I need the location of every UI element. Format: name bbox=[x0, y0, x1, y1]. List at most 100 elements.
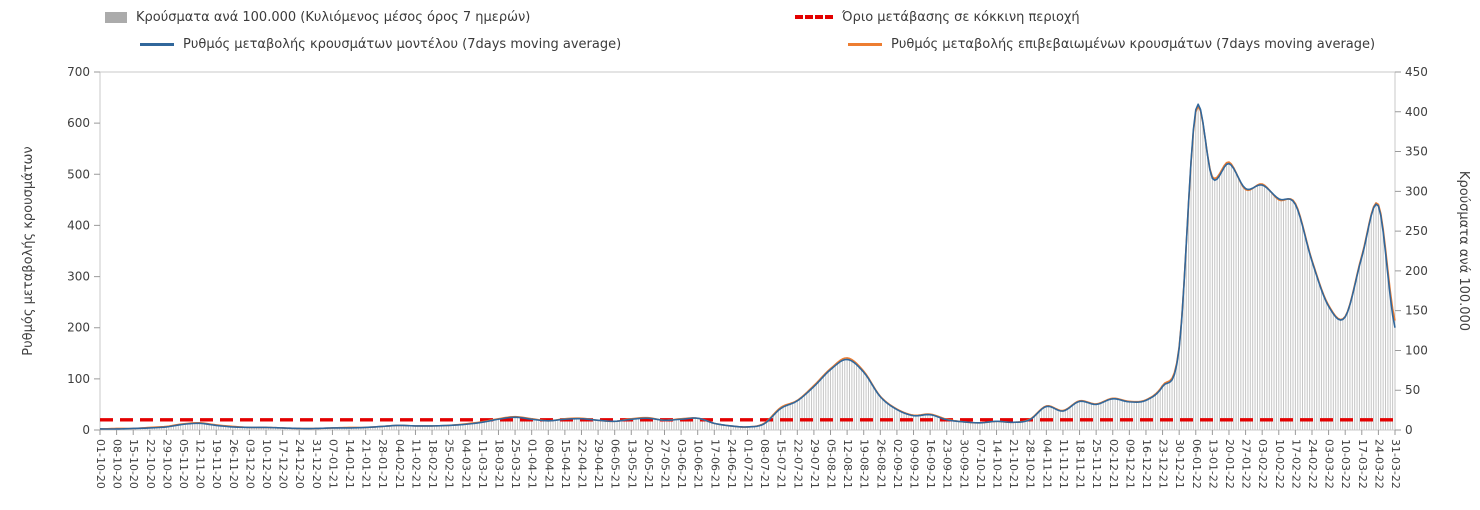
svg-text:500: 500 bbox=[67, 167, 90, 181]
legend-item-model-rate: Ρυθμός μεταβολής κρουσμάτων μοντέλου (7d… bbox=[140, 36, 621, 52]
y-axis-title-left: Ρυθμός μεταβολής κρουσμάτων bbox=[21, 146, 36, 355]
svg-text:25-02-21: 25-02-21 bbox=[443, 439, 456, 489]
svg-text:11-02-21: 11-02-21 bbox=[409, 439, 422, 489]
svg-text:10-12-20: 10-12-20 bbox=[260, 439, 273, 489]
svg-text:21-10-21: 21-10-21 bbox=[1007, 439, 1020, 489]
svg-text:04-11-21: 04-11-21 bbox=[1040, 439, 1053, 489]
svg-text:03-06-21: 03-06-21 bbox=[675, 439, 688, 489]
svg-text:22-10-20: 22-10-20 bbox=[144, 439, 157, 489]
svg-text:06-05-21: 06-05-21 bbox=[609, 439, 622, 489]
svg-text:200: 200 bbox=[67, 321, 90, 335]
svg-text:250: 250 bbox=[1405, 224, 1428, 238]
svg-text:03-02-22: 03-02-22 bbox=[1256, 439, 1269, 489]
svg-text:27-01-22: 27-01-22 bbox=[1240, 439, 1253, 489]
svg-text:14-10-21: 14-10-21 bbox=[991, 439, 1004, 489]
svg-text:100: 100 bbox=[1405, 343, 1428, 357]
threshold-line-swatch bbox=[795, 15, 833, 19]
svg-text:26-11-20: 26-11-20 bbox=[227, 439, 240, 489]
svg-text:28-10-21: 28-10-21 bbox=[1024, 439, 1037, 489]
svg-text:07-01-21: 07-01-21 bbox=[326, 439, 339, 489]
svg-text:19-11-20: 19-11-20 bbox=[210, 439, 223, 489]
svg-text:27-05-21: 27-05-21 bbox=[658, 439, 671, 489]
svg-text:02-12-21: 02-12-21 bbox=[1107, 439, 1120, 489]
svg-text:24-12-20: 24-12-20 bbox=[293, 439, 306, 489]
svg-text:22-07-21: 22-07-21 bbox=[791, 439, 804, 489]
svg-text:29-04-21: 29-04-21 bbox=[592, 439, 605, 489]
svg-text:10-02-22: 10-02-22 bbox=[1273, 439, 1286, 489]
svg-text:16-12-21: 16-12-21 bbox=[1140, 439, 1153, 489]
svg-text:21-01-21: 21-01-21 bbox=[360, 439, 373, 489]
svg-text:26-08-21: 26-08-21 bbox=[874, 439, 887, 489]
svg-text:08-10-20: 08-10-20 bbox=[111, 439, 124, 489]
svg-text:17-12-20: 17-12-20 bbox=[277, 439, 290, 489]
svg-text:20-01-22: 20-01-22 bbox=[1223, 439, 1236, 489]
svg-text:450: 450 bbox=[1405, 65, 1428, 79]
svg-text:24-03-22: 24-03-22 bbox=[1372, 439, 1385, 489]
svg-text:20-05-21: 20-05-21 bbox=[642, 439, 655, 489]
confirmed-line-swatch bbox=[848, 42, 882, 46]
svg-text:09-12-21: 09-12-21 bbox=[1123, 439, 1136, 489]
plot-area: 0 100 200 300 400 500 600 700 0 50 100 150 200 250 300… bbox=[67, 65, 1428, 489]
svg-text:13-05-21: 13-05-21 bbox=[625, 439, 638, 489]
svg-text:17-03-22: 17-03-22 bbox=[1356, 439, 1369, 489]
svg-text:31-03-22: 31-03-22 bbox=[1389, 439, 1402, 489]
svg-text:12-11-20: 12-11-20 bbox=[194, 439, 207, 489]
svg-text:19-08-21: 19-08-21 bbox=[858, 439, 871, 489]
svg-text:150: 150 bbox=[1405, 304, 1428, 318]
svg-text:18-11-21: 18-11-21 bbox=[1074, 439, 1087, 489]
svg-text:11-11-21: 11-11-21 bbox=[1057, 439, 1070, 489]
svg-text:350: 350 bbox=[1405, 145, 1428, 159]
svg-text:15-04-21: 15-04-21 bbox=[559, 439, 572, 489]
svg-text:01-10-20: 01-10-20 bbox=[94, 439, 107, 489]
svg-text:17-06-21: 17-06-21 bbox=[708, 439, 721, 489]
svg-text:400: 400 bbox=[1405, 105, 1428, 119]
svg-text:18-02-21: 18-02-21 bbox=[426, 439, 439, 489]
svg-text:600: 600 bbox=[67, 116, 90, 130]
svg-text:04-03-21: 04-03-21 bbox=[459, 439, 472, 489]
svg-text:02-09-21: 02-09-21 bbox=[891, 439, 904, 489]
svg-text:23-09-21: 23-09-21 bbox=[941, 439, 954, 489]
svg-text:30-12-21: 30-12-21 bbox=[1173, 439, 1186, 489]
legend-label-confirmed-rate: Ρυθμός μεταβολής επιβεβαιωμένων κρουσμάτ… bbox=[891, 36, 1376, 52]
svg-text:08-04-21: 08-04-21 bbox=[542, 439, 555, 489]
svg-text:07-10-21: 07-10-21 bbox=[974, 439, 987, 489]
legend-label-red-threshold: Όριο μετάβασης σε κόκκινη περιοχή bbox=[842, 9, 1080, 25]
svg-text:15-07-21: 15-07-21 bbox=[775, 439, 788, 489]
svg-text:30-09-21: 30-09-21 bbox=[957, 439, 970, 489]
svg-text:08-07-21: 08-07-21 bbox=[758, 439, 771, 489]
svg-text:29-10-20: 29-10-20 bbox=[160, 439, 173, 489]
bar-series-swatch bbox=[105, 11, 127, 23]
svg-text:12-08-21: 12-08-21 bbox=[841, 439, 854, 489]
svg-text:15-10-20: 15-10-20 bbox=[127, 439, 140, 489]
svg-text:300: 300 bbox=[1405, 184, 1428, 198]
svg-text:24-02-22: 24-02-22 bbox=[1306, 439, 1319, 489]
svg-text:200: 200 bbox=[1405, 264, 1428, 278]
svg-text:0: 0 bbox=[82, 423, 90, 437]
svg-text:17-02-22: 17-02-22 bbox=[1289, 439, 1302, 489]
svg-text:23-12-21: 23-12-21 bbox=[1157, 439, 1170, 489]
svg-text:10-03-22: 10-03-22 bbox=[1339, 439, 1352, 489]
model-line-swatch bbox=[140, 42, 174, 46]
svg-text:28-01-21: 28-01-21 bbox=[376, 439, 389, 489]
svg-text:06-01-22: 06-01-22 bbox=[1190, 439, 1203, 489]
svg-text:01-07-21: 01-07-21 bbox=[742, 439, 755, 489]
svg-text:22-04-21: 22-04-21 bbox=[575, 439, 588, 489]
svg-text:05-11-20: 05-11-20 bbox=[177, 439, 190, 489]
svg-text:11-03-21: 11-03-21 bbox=[476, 439, 489, 489]
legend-item-cases-per-100k: Κρούσματα ανά 100.000 (Κυλιόμενος μέσος … bbox=[105, 9, 530, 25]
svg-text:24-06-21: 24-06-21 bbox=[725, 439, 738, 489]
svg-text:50: 50 bbox=[1405, 383, 1420, 397]
svg-text:700: 700 bbox=[67, 65, 90, 79]
svg-text:10-06-21: 10-06-21 bbox=[692, 439, 705, 489]
svg-text:0: 0 bbox=[1405, 423, 1413, 437]
legend-item-red-threshold: Όριο μετάβασης σε κόκκινη περιοχή bbox=[795, 9, 1080, 25]
svg-text:05-08-21: 05-08-21 bbox=[825, 439, 838, 489]
svg-text:25-11-21: 25-11-21 bbox=[1090, 439, 1103, 489]
svg-text:25-03-21: 25-03-21 bbox=[509, 439, 522, 489]
svg-text:03-03-22: 03-03-22 bbox=[1323, 439, 1336, 489]
legend-label-model-rate: Ρυθμός μεταβολής κρουσμάτων μοντέλου (7d… bbox=[183, 36, 622, 52]
svg-text:04-02-21: 04-02-21 bbox=[393, 439, 406, 489]
legend-label-cases-per-100k: Κρούσματα ανά 100.000 (Κυλιόμενος μέσος … bbox=[136, 9, 531, 25]
legend-item-confirmed-rate: Ρυθμός μεταβολής επιβεβαιωμένων κρουσμάτ… bbox=[848, 36, 1375, 52]
